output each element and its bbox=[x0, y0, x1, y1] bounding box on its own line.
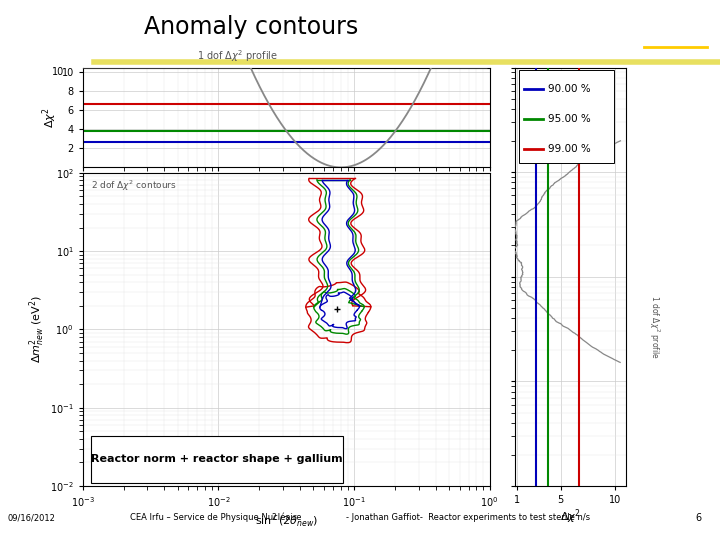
FancyBboxPatch shape bbox=[91, 436, 343, 483]
Text: 90.00 %: 90.00 % bbox=[547, 84, 590, 94]
Text: 09/16/2012: 09/16/2012 bbox=[7, 513, 55, 522]
Text: Reactor norm + reactor shape + gallium: Reactor norm + reactor shape + gallium bbox=[91, 454, 343, 464]
Text: - Jonathan Gaffiot-  Reactor experiments to test sterile n/s: - Jonathan Gaffiot- Reactor experiments … bbox=[346, 513, 590, 522]
Text: Anomaly contours: Anomaly contours bbox=[144, 15, 359, 39]
X-axis label: $\sin^2(2\theta_{new})$: $\sin^2(2\theta_{new})$ bbox=[255, 511, 318, 530]
Text: cea: cea bbox=[656, 21, 694, 40]
Text: 2 dof $\Delta\chi^2$ contours: 2 dof $\Delta\chi^2$ contours bbox=[91, 179, 176, 193]
Text: 99.00 %: 99.00 % bbox=[547, 144, 590, 154]
Text: 1 dof $\Delta\chi^2$ profile: 1 dof $\Delta\chi^2$ profile bbox=[197, 48, 278, 64]
Text: 95.00 %: 95.00 % bbox=[547, 114, 590, 124]
Text: 6: 6 bbox=[696, 512, 701, 523]
Text: 1 dof $\Delta\chi^2$ profile: 1 dof $\Delta\chi^2$ profile bbox=[647, 295, 662, 359]
Text: 10: 10 bbox=[53, 68, 65, 77]
Y-axis label: $\Delta m^2_{new}\ (\mathrm{eV}^2)$: $\Delta m^2_{new}\ (\mathrm{eV}^2)$ bbox=[27, 295, 47, 363]
Y-axis label: $\Delta\chi^2$: $\Delta\chi^2$ bbox=[40, 107, 59, 128]
X-axis label: $\Delta\chi^2$: $\Delta\chi^2$ bbox=[560, 508, 581, 526]
Text: CEA Irfu – Service de Physique Nucléaire: CEA Irfu – Service de Physique Nucléaire bbox=[130, 513, 301, 523]
